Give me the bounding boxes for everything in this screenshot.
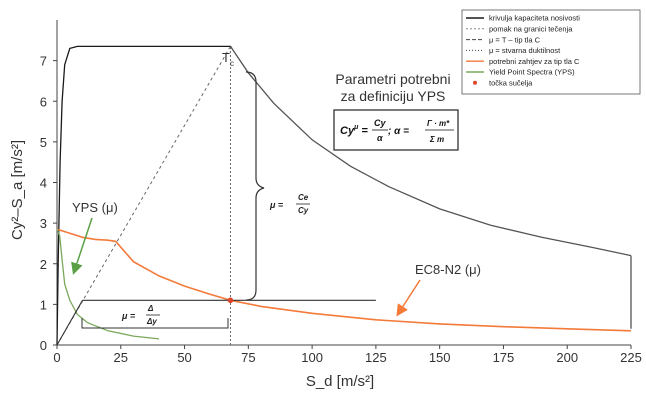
x-tick-label: 75 — [241, 350, 255, 365]
y-tick-label: 5 — [40, 135, 47, 150]
yield-initial-segment — [56, 300, 83, 346]
y-ticks: 0 1 2 3 4 5 6 7 — [40, 54, 57, 353]
y-tick-label: 7 — [40, 54, 47, 69]
x-tick-label: 200 — [556, 350, 578, 365]
legend: krivulja kapaciteta nosivosti pomak na gr… — [461, 9, 641, 95]
svg-text:Ce: Ce — [298, 193, 309, 202]
extras-group — [56, 46, 376, 346]
svg-text:Γ · m*: Γ · m* — [427, 119, 450, 128]
legend-marker-6 — [473, 80, 477, 85]
svg-text:μ =: μ = — [121, 311, 136, 321]
mu-brace — [245, 71, 265, 301]
y-tick-label: 6 — [40, 94, 47, 109]
series-group — [56, 45, 632, 346]
ec8-label: EC8-N2 (μ) — [415, 262, 481, 277]
svg-text:μ =: μ = — [269, 200, 284, 210]
legend-label-3: μ = stvarna duktilnost — [489, 46, 561, 55]
svg-text:; α =: ; α = — [388, 126, 409, 137]
y-tick-label: 3 — [40, 216, 47, 231]
svg-text:Cyμ =: Cyμ = — [340, 124, 368, 137]
yps-arrow — [71, 217, 93, 275]
tc-label: Tc — [222, 50, 234, 68]
x-tick-label: 175 — [493, 350, 515, 365]
x-tick-label: 0 — [53, 350, 60, 365]
y-tick-label: 1 — [40, 297, 47, 312]
ec8-arrow — [396, 279, 421, 317]
svg-text:Cy: Cy — [298, 206, 309, 215]
series-line-3 — [56, 228, 160, 340]
legend-label-2: μ = T – tip tla C — [489, 35, 541, 44]
x-tick-label: 25 — [114, 350, 128, 365]
series-line-2 — [56, 228, 632, 332]
series-line-1 — [229, 46, 632, 257]
svg-text:Δy: Δy — [146, 317, 157, 326]
x-tick-label: 150 — [429, 350, 451, 365]
params-title-2: za definiciju YPS — [341, 88, 446, 104]
svg-text:Σ m: Σ m — [429, 135, 444, 144]
mu-right-formula: μ = Ce Cy — [269, 193, 310, 215]
legend-label-5: Yield Point Spectra (YPS) — [489, 68, 575, 77]
yps-label: YPS (μ) — [72, 200, 118, 215]
y-tick-label: 4 — [40, 176, 47, 191]
series-line-0 — [56, 45, 233, 346]
legend-label-0: krivulja kapaciteta nosivosti — [489, 14, 580, 23]
svg-text:Δ: Δ — [147, 304, 154, 313]
svg-text:Cy: Cy — [374, 118, 386, 128]
legend-label-1: pomak na granici tečenja — [489, 25, 573, 34]
mu-bottom-formula: μ = Δ Δy — [121, 304, 160, 326]
legend-label-4: potrebni zahtjev za tip tla C — [489, 57, 580, 66]
y-tick-label: 0 — [40, 338, 47, 353]
x-tick-label: 100 — [301, 350, 323, 365]
y-tick-label: 2 — [40, 257, 47, 272]
x-tick-label: 225 — [620, 350, 642, 365]
intersection-point — [227, 297, 234, 304]
formula-box: Cyμ = Cy α ; α = Γ · m* Σ m — [333, 109, 459, 151]
x-tick-label: 125 — [365, 350, 387, 365]
svg-text:α: α — [377, 133, 383, 143]
params-title-1: Parametri potrebni — [335, 71, 450, 87]
legend-label-6: točka sučelja — [489, 79, 533, 88]
x-ticks: 0 25 50 75 100 125 150 175 200 225 — [53, 345, 642, 365]
mu-bottom-bracket — [81, 318, 229, 329]
x-tick-label: 50 — [177, 350, 191, 365]
y-axis-label: Cy²–S_a [m/s²] — [9, 140, 26, 240]
x-axis-label: S_d [m/s²] — [306, 373, 374, 390]
